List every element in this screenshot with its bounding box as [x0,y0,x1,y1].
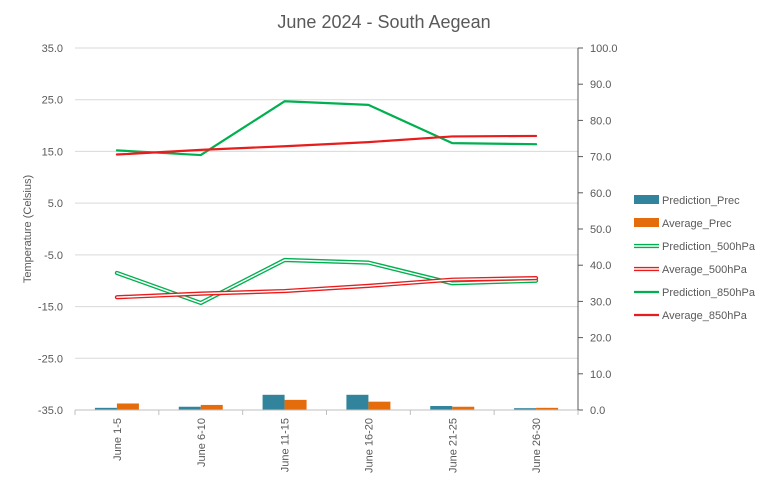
y2-tick-label: 20.0 [590,333,611,345]
bar [284,399,307,410]
bar [94,407,117,410]
legend-label: Average_Prec [662,218,732,230]
x-tick-label: June 21-25 [447,418,459,473]
y2-tick-label: 80.0 [590,115,611,127]
y-tick-label: 15.0 [42,146,63,158]
bar [200,404,223,410]
bar [536,407,559,410]
y2-tick-label: 40.0 [590,260,611,272]
series-line [115,100,538,157]
bar [346,394,369,410]
bar [368,401,391,410]
y-axis-label: Temperature (Celsius) [22,175,34,283]
y2-tick-label: 30.0 [590,296,611,308]
y2-tick-label: 50.0 [590,224,611,236]
axes: -35.0 -25.0 -15.0 -5.0 5.0 15.0 25.0 35.0 0.0 10.… [38,43,618,473]
line-series [114,100,539,306]
y2-tick-label: 10.0 [590,369,611,381]
y2-tick-label: 100.0 [590,43,618,55]
bar [514,408,537,410]
y-tick-label: 35.0 [42,43,63,55]
legend: Prediction_Prec Average_Prec Prediction_50… [634,195,756,322]
y-tick-label: -5.0 [44,250,63,262]
x-tick-label: June 1-5 [112,418,124,461]
legend-label: Prediction_850hPa [662,287,756,299]
y2-tick-label: 0.0 [590,405,605,417]
series-line [115,134,538,156]
legend-label: Average_500hPa [662,264,748,276]
bar [116,403,139,410]
legend-swatch [634,218,659,227]
y2-tick-label: 60.0 [590,188,611,200]
y2-tick-label: 90.0 [590,79,611,91]
y-tick-label: 25.0 [42,95,63,107]
bar [262,394,285,410]
x-tick-label: June 6-10 [196,418,208,467]
y-tick-label: -15.0 [38,302,63,314]
y-tick-label: 5.0 [48,198,63,210]
bar-series [94,394,559,410]
series-line-inner [116,259,537,304]
series-line-inner [116,277,537,299]
x-tick-label: June 16-20 [363,418,375,473]
chart-title: June 2024 - South Aegean [277,12,490,32]
bar [452,406,475,410]
x-tick-label: June 26-30 [531,418,543,473]
x-tick-label: June 11-15 [280,418,292,472]
legend-swatch [634,195,659,204]
bar [430,406,453,410]
y-tick-label: -35.0 [38,405,63,417]
legend-label: Average_850hPa [662,310,748,322]
y2-tick-label: 70.0 [590,152,611,164]
y-tick-label: -25.0 [38,353,63,365]
legend-label: Prediction_500hPa [662,241,756,253]
legend-label: Prediction_Prec [662,195,740,207]
bar [178,406,201,410]
